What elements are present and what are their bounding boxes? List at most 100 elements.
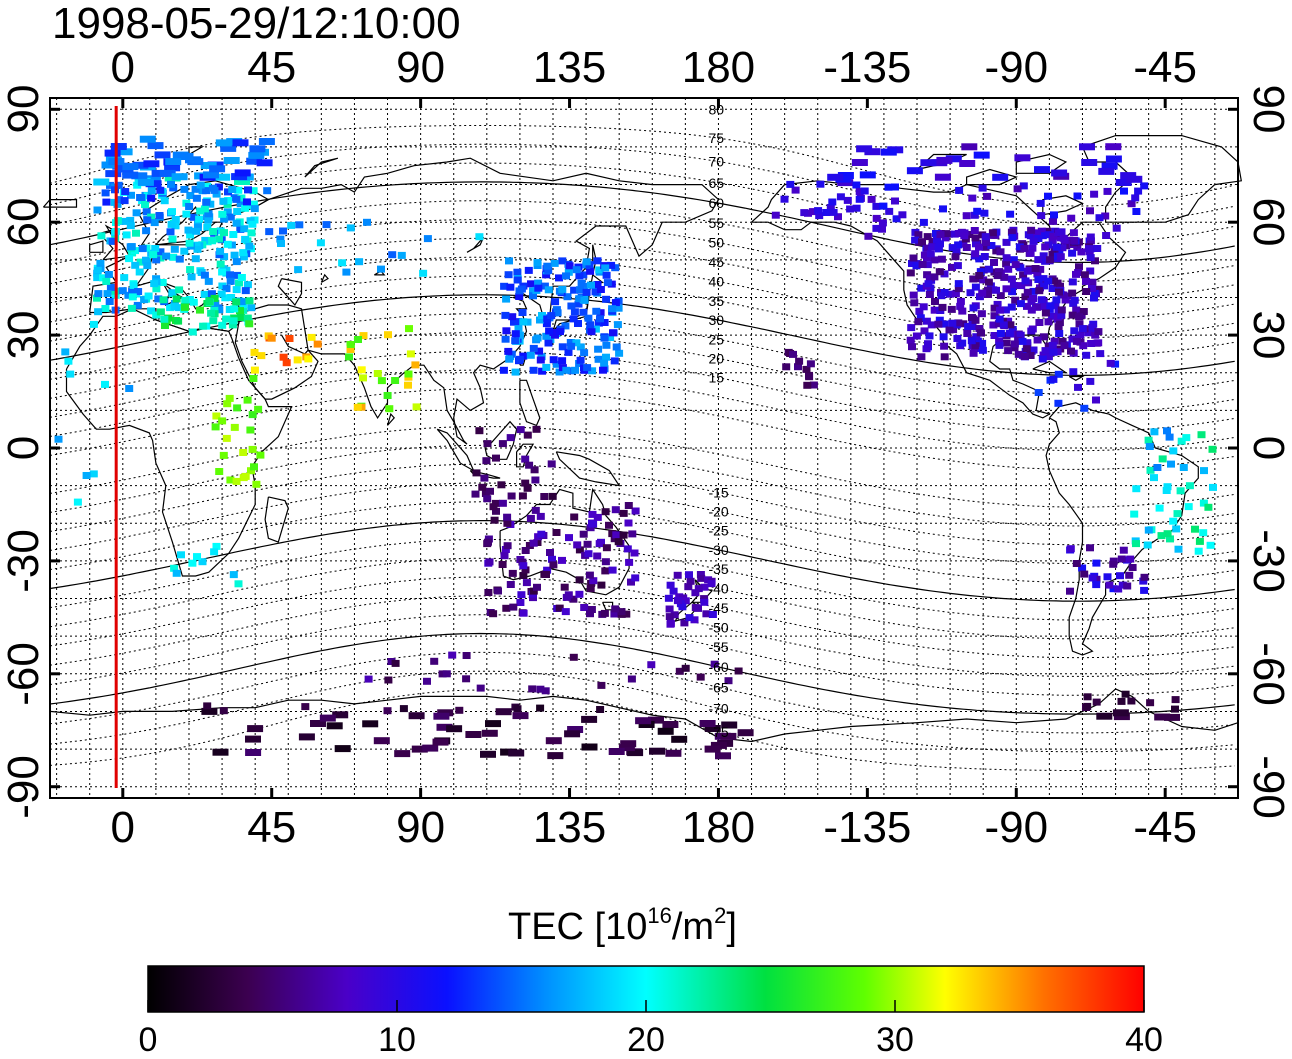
tec-point <box>1037 227 1046 235</box>
tec-point <box>582 258 591 266</box>
tec-point <box>1005 329 1014 337</box>
tec-point <box>412 403 421 411</box>
tec-point <box>73 498 82 506</box>
tec-point <box>1023 302 1031 310</box>
tec-point <box>1041 243 1050 251</box>
tec-point <box>1072 560 1081 567</box>
tec-point <box>250 463 258 471</box>
tec-point <box>1123 582 1132 590</box>
tec-point <box>1008 326 1017 333</box>
tec-point <box>1046 256 1055 264</box>
tec-point <box>1040 303 1049 311</box>
tec-point <box>1015 243 1024 251</box>
tec-point <box>570 308 579 316</box>
tec-point <box>101 189 110 197</box>
tec-point <box>606 334 615 341</box>
tec-point <box>1073 192 1082 200</box>
tec-point <box>923 244 932 252</box>
tec-point <box>942 230 950 238</box>
tec-point <box>152 285 161 293</box>
tec-point <box>498 499 507 507</box>
tec-point <box>786 180 795 188</box>
tec-point <box>843 196 852 204</box>
tec-point <box>963 330 972 337</box>
x-tick-label-bottom: -90 <box>984 803 1049 852</box>
tec-point <box>1055 330 1064 337</box>
tec-point <box>615 349 624 357</box>
tec-point <box>237 194 246 202</box>
tec-point <box>601 508 610 516</box>
tec-point <box>534 284 543 292</box>
tec-point <box>152 256 161 264</box>
tec-point <box>209 317 218 325</box>
tec-point <box>332 711 349 719</box>
tec-point <box>1088 323 1097 331</box>
tec-point <box>625 558 634 566</box>
tec-point <box>860 187 869 195</box>
tec-point <box>1049 348 1058 356</box>
tec-point <box>992 173 1009 181</box>
tec-point <box>968 194 977 202</box>
contour-label: 15 <box>708 370 724 386</box>
tec-point <box>962 244 971 251</box>
tec-point <box>1106 359 1115 367</box>
tec-point <box>1034 389 1043 396</box>
tec-point <box>605 521 613 529</box>
coastline <box>592 244 597 276</box>
tec-point <box>1163 530 1172 538</box>
contour-label: 60 <box>708 195 724 211</box>
tec-point <box>708 611 717 618</box>
coastline <box>188 146 205 156</box>
tec-point <box>996 306 1004 314</box>
tec-point <box>623 545 632 553</box>
tec-point <box>1091 257 1099 265</box>
tec-point <box>394 750 411 758</box>
tec-point <box>700 583 709 591</box>
y-tick-label-left: 60 <box>0 197 48 247</box>
tec-point <box>515 293 524 300</box>
tec-point <box>618 744 635 752</box>
tec-point <box>359 374 367 382</box>
tec-point <box>930 306 939 314</box>
tec-point <box>940 320 949 328</box>
tec-point <box>1103 187 1112 195</box>
tec-point <box>959 240 968 248</box>
tec-point <box>215 139 232 147</box>
tec-point <box>934 320 943 328</box>
tec-point <box>1004 347 1013 355</box>
tec-point <box>528 685 537 693</box>
tec-point <box>665 605 674 613</box>
tec-point <box>125 385 134 392</box>
tec-point <box>1023 288 1032 296</box>
tec-point <box>806 360 815 368</box>
tec-point <box>1121 690 1130 698</box>
tec-point <box>103 290 112 298</box>
tec-point <box>531 506 540 514</box>
tec-point <box>594 345 603 353</box>
tec-point <box>580 604 589 611</box>
tec-point <box>241 204 250 212</box>
coastline <box>264 496 289 543</box>
tec-point <box>1002 285 1011 293</box>
tec-point <box>555 274 563 282</box>
tec-point <box>1058 244 1067 252</box>
tec-point <box>170 303 179 311</box>
tec-point <box>104 149 121 157</box>
tec-point <box>404 381 412 389</box>
tec-point <box>814 207 823 215</box>
y-tick-label-left: 0 <box>0 435 48 461</box>
tec-point <box>223 200 232 208</box>
tec-point <box>647 661 656 669</box>
tec-point <box>939 333 948 341</box>
tec-point <box>94 308 103 316</box>
tec-point <box>228 186 237 193</box>
tec-point <box>879 202 888 210</box>
tec-point <box>549 561 558 569</box>
tec-point <box>1125 571 1134 579</box>
tec-point <box>508 569 517 577</box>
tec-point <box>627 749 644 757</box>
tec-point <box>1006 321 1015 329</box>
tec-point <box>1086 237 1095 245</box>
tec-point <box>128 287 137 295</box>
tec-point <box>619 531 628 539</box>
